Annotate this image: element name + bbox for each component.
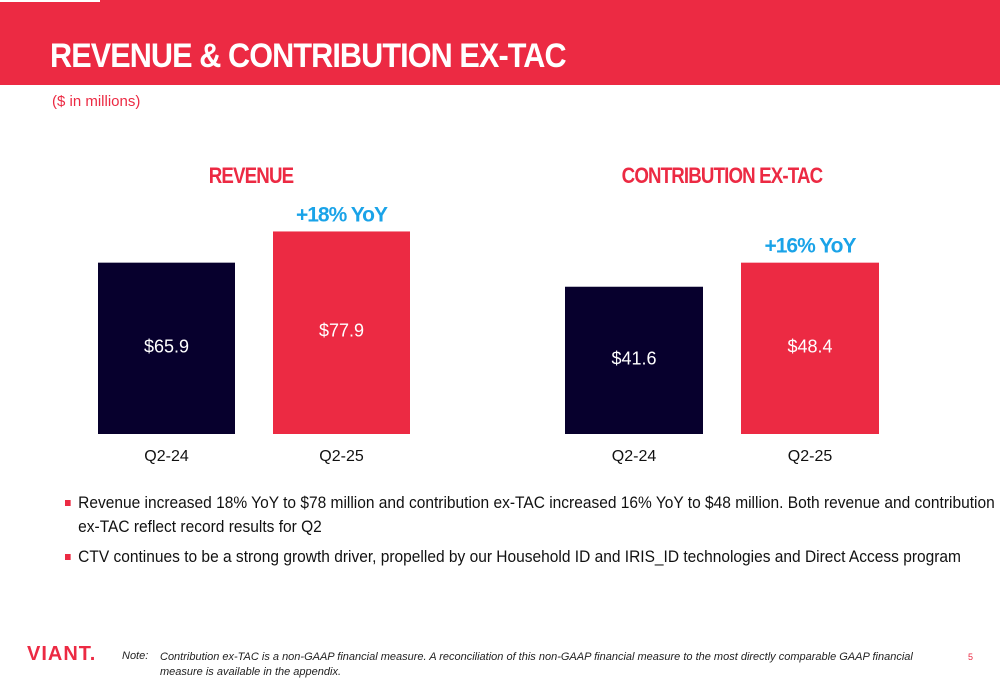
- header-accent-line: [0, 0, 100, 2]
- page-number: 5: [968, 652, 974, 662]
- contribution-growth-label: +16% YoY: [764, 235, 856, 258]
- contribution-value-label: $48.4: [787, 336, 832, 356]
- bullet-text: CTV continues to be a strong growth driv…: [78, 548, 961, 566]
- note-label: Note:: [122, 650, 149, 662]
- revenue-bar-q2-24: [98, 262, 235, 434]
- bullet-item: CTV continues to be a strong growth driv…: [65, 545, 1000, 569]
- revenue-category-label: Q2-24: [144, 448, 189, 465]
- page-title: REVENUE & CONTRIBUTION EX-TAC: [50, 37, 567, 75]
- revenue-growth-label: +18% YoY: [296, 203, 388, 226]
- viant-logo: VIANT.: [27, 643, 97, 665]
- bullet-marker: [65, 554, 71, 560]
- contribution-chart-title: CONTRIBUTION EX-TAC: [621, 163, 823, 188]
- note-text: Contribution ex-TAC is a non-GAAP financ…: [160, 651, 913, 678]
- revenue-category-label: Q2-25: [319, 448, 364, 465]
- contribution-bar-q2-25: [741, 262, 879, 434]
- bullet-text: Revenue increased 18% YoY to $78 million…: [78, 494, 995, 536]
- contribution-category-label: Q2-25: [788, 448, 833, 465]
- revenue-bar-q2-25: [273, 231, 410, 434]
- revenue-value-label: $77.9: [319, 321, 364, 341]
- contribution-value-label: $41.6: [611, 348, 656, 368]
- bullet-item: Revenue increased 18% YoY to $78 million…: [65, 491, 1000, 539]
- header-band: [0, 0, 1000, 85]
- page-subtitle: ($ in millions): [52, 93, 141, 110]
- contribution-bar-q2-24: [565, 286, 703, 434]
- contribution-category-label: Q2-24: [612, 448, 657, 465]
- bullet-list: Revenue increased 18% YoY to $78 million…: [65, 491, 995, 575]
- bullet-marker: [65, 500, 71, 506]
- revenue-value-label: $65.9: [144, 336, 189, 356]
- revenue-chart-title: REVENUE: [208, 163, 294, 188]
